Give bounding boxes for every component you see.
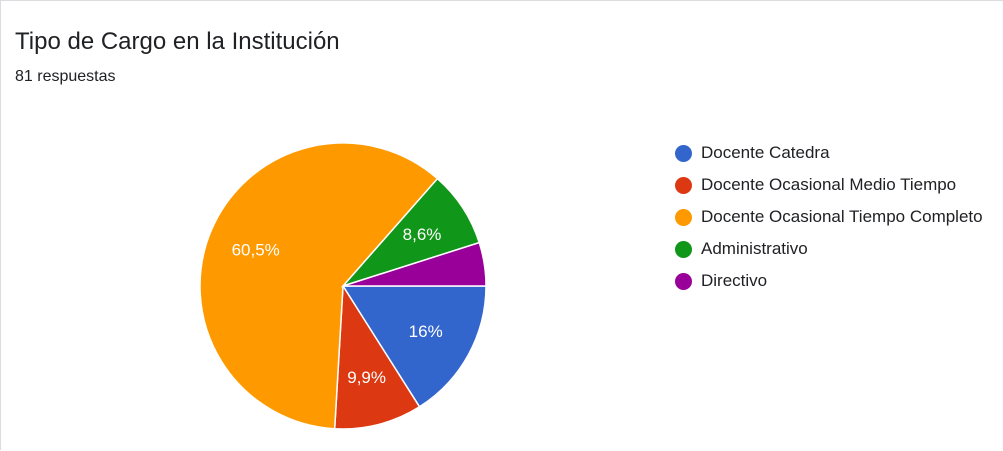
legend-label: Docente Catedra	[701, 143, 830, 162]
legend-item-docente-ocasional-tiempo-completo[interactable]: Docente Ocasional Tiempo Completo	[675, 201, 983, 233]
legend-label: Administrativo	[701, 239, 808, 258]
legend-item-docente-ocasional-medio-tiempo[interactable]: Docente Ocasional Medio Tiempo	[675, 169, 983, 201]
pie-slice-label-1: 9,9%	[347, 368, 386, 387]
legend-label: Docente Ocasional Medio Tiempo	[701, 175, 957, 194]
legend: Docente Catedra Docente Ocasional Medio …	[675, 137, 983, 297]
legend-swatch	[675, 144, 692, 162]
legend-label: Directivo	[701, 271, 768, 290]
pie-slice-1[interactable]	[333, 283, 421, 430]
pie-slice-label-3: 8,6%	[403, 225, 442, 244]
legend-swatch	[675, 240, 692, 258]
legend-swatch	[675, 272, 692, 290]
legend-swatch	[675, 208, 692, 226]
pie-slice-0[interactable]	[341, 285, 487, 408]
legend-label: Docente Ocasional Tiempo Completo	[701, 207, 983, 226]
legend-item-administrativo[interactable]: Administrativo	[675, 233, 983, 265]
pie-slice-4[interactable]	[342, 241, 487, 287]
pie-slice-2[interactable]	[199, 142, 439, 430]
legend-item-docente-catedra[interactable]: Docente Catedra	[675, 137, 983, 169]
pie-slice-label-0: 16%	[409, 322, 443, 341]
legend-swatch	[675, 176, 692, 194]
pie-slice-label-2: 60,5%	[232, 241, 280, 260]
legend-item-directivo[interactable]: Directivo	[675, 265, 983, 297]
chart-title: Tipo de Cargo en la Institución	[15, 28, 340, 55]
response-count: 81 respuestas	[15, 68, 116, 85]
